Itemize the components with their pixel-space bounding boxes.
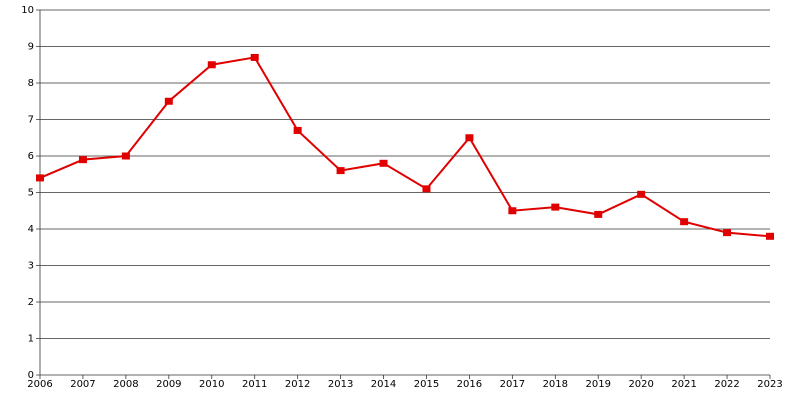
marker bbox=[465, 134, 474, 142]
x-tick-label: 2009 bbox=[156, 379, 181, 390]
x-tick-label: 2017 bbox=[500, 379, 525, 390]
y-tick-label: 6 bbox=[28, 151, 34, 162]
x-tick-label: 2011 bbox=[242, 379, 267, 390]
y-tick-label: 10 bbox=[21, 5, 34, 16]
x-tick-label: 2022 bbox=[714, 379, 739, 390]
x-tick-label: 2021 bbox=[671, 379, 696, 390]
marker bbox=[207, 61, 216, 69]
y-tick-label: 5 bbox=[28, 188, 34, 199]
y-tick-label: 0 bbox=[28, 370, 34, 381]
y-tick-label: 1 bbox=[28, 334, 34, 345]
x-tick-label: 2016 bbox=[457, 379, 482, 390]
marker bbox=[250, 53, 259, 61]
marker bbox=[336, 167, 345, 175]
x-tick-label: 2023 bbox=[757, 379, 782, 390]
marker bbox=[36, 174, 44, 182]
x-tick-label: 2008 bbox=[113, 379, 138, 390]
marker bbox=[293, 126, 302, 134]
marker bbox=[723, 229, 732, 237]
marker bbox=[766, 232, 774, 240]
x-tick-label: 2007 bbox=[70, 379, 95, 390]
x-tick-label: 2013 bbox=[328, 379, 353, 390]
x-tick-label: 2010 bbox=[199, 379, 224, 390]
y-tick-label: 7 bbox=[28, 115, 34, 126]
y-tick-label: 2 bbox=[28, 297, 34, 308]
marker bbox=[551, 203, 560, 211]
marker bbox=[680, 218, 689, 226]
y-tick-label: 3 bbox=[28, 261, 34, 272]
marker bbox=[422, 185, 431, 193]
line bbox=[39, 56, 771, 238]
x-tick-label: 2020 bbox=[628, 379, 653, 390]
x-tick-label: 2012 bbox=[285, 379, 310, 390]
marker bbox=[164, 97, 173, 105]
x-tick-label: 2006 bbox=[27, 379, 52, 390]
x-tick-label: 2015 bbox=[414, 379, 439, 390]
y-tick-label: 4 bbox=[28, 224, 34, 235]
marker bbox=[121, 152, 130, 160]
x-tick-label: 2014 bbox=[371, 379, 396, 390]
y-tick-label: 9 bbox=[28, 42, 34, 53]
x-tick-label: 2019 bbox=[586, 379, 611, 390]
marker bbox=[594, 210, 603, 218]
y-tick-label: 8 bbox=[28, 78, 34, 89]
marker bbox=[379, 159, 388, 167]
marker bbox=[78, 156, 87, 164]
marker bbox=[508, 207, 517, 215]
marker bbox=[637, 190, 646, 198]
x-tick-label: 2018 bbox=[543, 379, 568, 390]
